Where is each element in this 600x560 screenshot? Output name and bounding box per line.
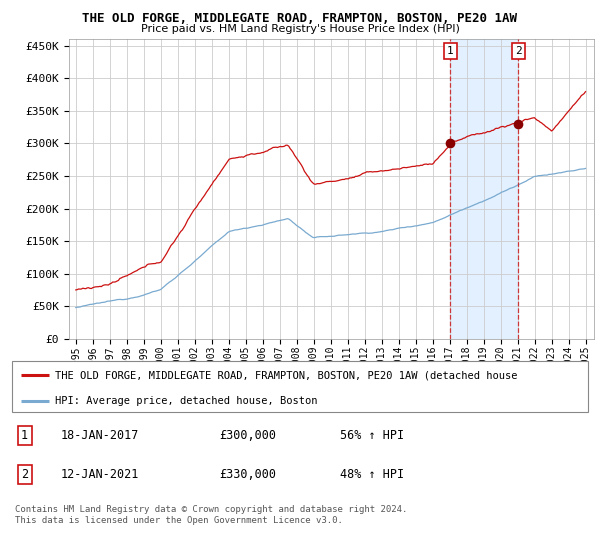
Text: THE OLD FORGE, MIDDLEGATE ROAD, FRAMPTON, BOSTON, PE20 1AW: THE OLD FORGE, MIDDLEGATE ROAD, FRAMPTON… [83, 12, 517, 25]
Text: 56% ↑ HPI: 56% ↑ HPI [340, 429, 404, 442]
Text: 1: 1 [21, 429, 28, 442]
Text: 2: 2 [515, 46, 522, 56]
Text: 2: 2 [21, 468, 28, 481]
Text: THE OLD FORGE, MIDDLEGATE ROAD, FRAMPTON, BOSTON, PE20 1AW (detached house: THE OLD FORGE, MIDDLEGATE ROAD, FRAMPTON… [55, 370, 518, 380]
Text: Contains HM Land Registry data © Crown copyright and database right 2024.
This d: Contains HM Land Registry data © Crown c… [15, 505, 407, 525]
Bar [451, 39, 518, 339]
Text: 18-JAN-2017: 18-JAN-2017 [61, 429, 139, 442]
Text: 48% ↑ HPI: 48% ↑ HPI [340, 468, 404, 481]
Text: HPI: Average price, detached house, Boston: HPI: Average price, detached house, Bost… [55, 395, 318, 405]
Text: 1: 1 [447, 46, 454, 56]
Text: £300,000: £300,000 [220, 429, 277, 442]
Text: 12-JAN-2021: 12-JAN-2021 [61, 468, 139, 481]
Text: £330,000: £330,000 [220, 468, 277, 481]
Text: Price paid vs. HM Land Registry's House Price Index (HPI): Price paid vs. HM Land Registry's House … [140, 24, 460, 34]
